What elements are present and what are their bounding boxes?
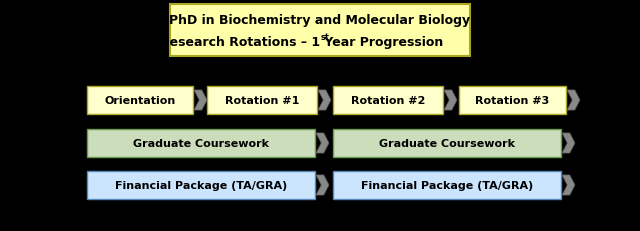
- Polygon shape: [562, 133, 575, 153]
- Text: Orientation: Orientation: [104, 96, 175, 106]
- Text: PhD in Biochemistry and Molecular Biology: PhD in Biochemistry and Molecular Biolog…: [170, 14, 470, 27]
- FancyBboxPatch shape: [333, 171, 561, 199]
- Polygon shape: [316, 175, 329, 195]
- Polygon shape: [318, 91, 331, 111]
- Text: Rotation #2: Rotation #2: [351, 96, 425, 106]
- FancyBboxPatch shape: [87, 87, 193, 115]
- Text: Graduate Coursework: Graduate Coursework: [133, 138, 269, 148]
- Polygon shape: [444, 91, 457, 111]
- Text: Financial Package (TA/GRA): Financial Package (TA/GRA): [361, 180, 533, 190]
- FancyBboxPatch shape: [170, 5, 470, 57]
- FancyBboxPatch shape: [333, 129, 561, 157]
- Polygon shape: [194, 91, 207, 111]
- Text: st: st: [321, 33, 330, 42]
- Text: Graduate Coursework: Graduate Coursework: [379, 138, 515, 148]
- Polygon shape: [316, 133, 329, 153]
- FancyBboxPatch shape: [87, 171, 315, 199]
- FancyBboxPatch shape: [333, 87, 443, 115]
- FancyBboxPatch shape: [459, 87, 566, 115]
- Polygon shape: [567, 91, 580, 111]
- Text: Rotation #3: Rotation #3: [476, 96, 550, 106]
- FancyBboxPatch shape: [87, 129, 315, 157]
- Polygon shape: [562, 175, 575, 195]
- Text: Research Rotations – 1: Research Rotations – 1: [160, 36, 320, 49]
- Text: Year Progression: Year Progression: [321, 36, 444, 49]
- FancyBboxPatch shape: [207, 87, 317, 115]
- Text: Rotation #1: Rotation #1: [225, 96, 299, 106]
- Text: Financial Package (TA/GRA): Financial Package (TA/GRA): [115, 180, 287, 190]
